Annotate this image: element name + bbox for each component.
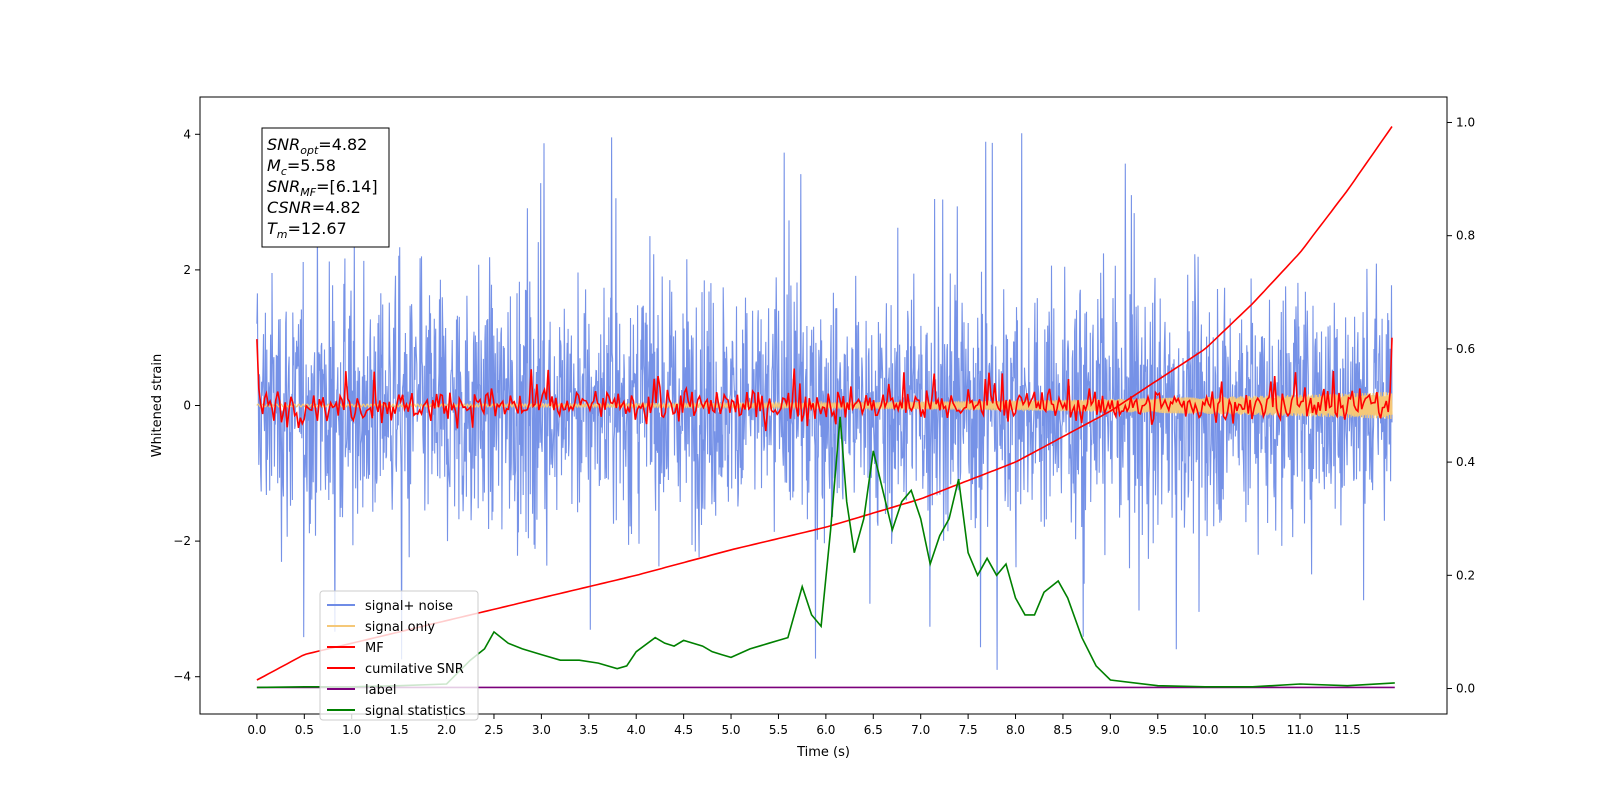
info-symbol: T: [267, 219, 278, 238]
y2-tick-label: 1.0: [1456, 115, 1475, 129]
x-tick-label: 9.0: [1101, 723, 1120, 737]
y2-tick-label: 0.8: [1456, 229, 1475, 243]
x-tick-label: 6.0: [816, 723, 835, 737]
info-value: =4.82: [312, 198, 361, 217]
x-tick-label: 7.0: [911, 723, 930, 737]
info-symbol: SNR: [267, 177, 300, 196]
x-tick-label: 2.5: [484, 723, 503, 737]
info-symbol: SNR: [267, 135, 300, 154]
x-tick-label: 0.0: [247, 723, 266, 737]
y-tick-label: 4: [183, 127, 191, 141]
y2-tick-label: 0.2: [1456, 568, 1475, 582]
info-box-frame: [261, 127, 390, 248]
legend-frame: [319, 590, 479, 721]
y2-tick-label: 0.0: [1456, 682, 1475, 696]
info-symbol: CSNR: [267, 198, 312, 217]
info-subscript: m: [277, 228, 288, 241]
x-tick-label: 7.5: [959, 723, 978, 737]
y-tick-label: 2: [183, 263, 191, 277]
axes: 0.0 0.5 1.0 1.5 2.0 2.5 3.0 3.5 4.0 4.5 5.0 5.5 6.0 6…: [150, 96, 1475, 760]
x-tick-label: 8.5: [1053, 723, 1072, 737]
legend: signal+ noise signal only MF cumilative SNR…: [319, 590, 479, 721]
legend-label: label: [365, 683, 396, 698]
x-tick-label: 4.0: [627, 723, 646, 737]
x-tick-label: 3.5: [579, 723, 598, 737]
info-box: SNRopt=4.82Mc=5.58SNRMF=[6.14]CSNR=4.82T…: [261, 127, 390, 248]
y-tick-label: −2: [173, 534, 191, 548]
info-symbol: M: [267, 156, 281, 175]
x-tick-label: 11.0: [1287, 723, 1314, 737]
info-line: Mc=5.58: [267, 156, 336, 178]
x-tick-label: 10.5: [1239, 723, 1266, 737]
legend-label: signal only: [365, 620, 435, 635]
mf-line: [256, 337, 1393, 432]
info-subscript: MF: [300, 186, 316, 199]
y-axis-label: Whitened strain: [150, 354, 165, 457]
legend-label: MF: [365, 641, 384, 656]
info-line: SNRMF=[6.14]: [267, 177, 378, 199]
info-line: Tm=12.67: [267, 219, 347, 241]
y-tick-label: −4: [173, 670, 191, 684]
legend-label: cumilative SNR: [365, 662, 464, 677]
y2-tick-label: 0.4: [1456, 455, 1475, 469]
x-tick-label: 1.5: [390, 723, 409, 737]
x-tick-label: 3.0: [532, 723, 551, 737]
x-tick-label: 6.5: [864, 723, 883, 737]
legend-label: signal statistics: [365, 704, 466, 719]
legend-label: signal+ noise: [365, 599, 453, 614]
y-tick-label: 0: [183, 399, 191, 413]
info-value: =[6.14]: [316, 177, 378, 196]
signal-noise-line: [256, 133, 1393, 670]
x-tick-label: 5.5: [769, 723, 788, 737]
x-tick-label: 0.5: [295, 723, 314, 737]
x-tick-label: 4.5: [674, 723, 693, 737]
info-value: =4.82: [318, 135, 367, 154]
signal-statistics-line: [256, 416, 1395, 689]
x-tick-label: 2.0: [437, 723, 456, 737]
x-tick-label: 8.0: [1006, 723, 1025, 737]
x-tick-label: 11.5: [1334, 723, 1361, 737]
x-tick-label: 9.5: [1148, 723, 1167, 737]
x-tick-label: 1.0: [342, 723, 361, 737]
y2-tick-label: 0.6: [1456, 342, 1475, 356]
info-value: =12.67: [288, 219, 347, 238]
info-line: CSNR=4.82: [267, 198, 361, 217]
x-axis-label: Time (s): [796, 745, 850, 760]
info-subscript: c: [281, 165, 287, 178]
info-line: SNRopt=4.82: [267, 135, 367, 157]
info-subscript: opt: [300, 144, 319, 157]
x-tick-label: 5.0: [721, 723, 740, 737]
x-tick-label: 10.0: [1192, 723, 1219, 737]
info-value: =5.58: [287, 156, 336, 175]
